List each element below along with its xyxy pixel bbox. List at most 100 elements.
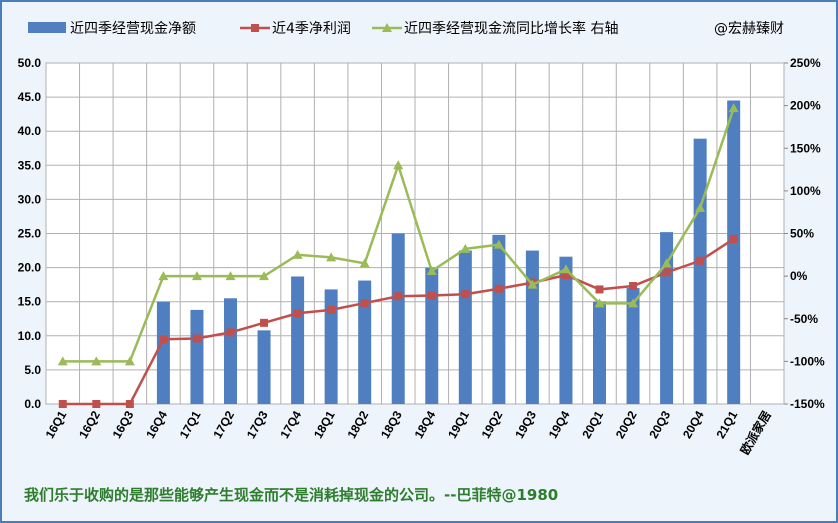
y2-tick-label: 100% [790, 184, 821, 198]
profit-point [293, 309, 302, 318]
x-tick-label: 17Q1 [177, 408, 204, 441]
y2-tick-label: 0% [790, 269, 808, 283]
bar [224, 298, 237, 404]
profit-point [494, 284, 503, 293]
growth-point [695, 202, 706, 212]
y2-tick-label: -100% [790, 354, 825, 368]
x-tick-label: 16Q2 [76, 408, 103, 441]
x-tick-label: 21Q1 [713, 408, 740, 441]
x-tick-label: 19Q4 [546, 408, 573, 441]
profit-point [226, 328, 235, 337]
x-tick-label: 欧派家居 [737, 408, 774, 457]
x-tick-label: 18Q3 [378, 408, 405, 441]
growth-point [359, 258, 370, 268]
y-tick-label: 10.0 [18, 329, 42, 343]
bar [291, 276, 305, 404]
growth-point [594, 298, 605, 308]
growth-point [560, 264, 571, 274]
growth-point [393, 160, 404, 170]
growth-point [493, 239, 504, 249]
growth-point [527, 279, 538, 289]
bar [257, 330, 271, 404]
bar [190, 309, 204, 404]
y2-tick-label: 200% [790, 99, 821, 113]
profit-point [58, 400, 67, 408]
x-tick-label: 16Q1 [43, 408, 70, 441]
bar [593, 301, 606, 404]
growth-point [628, 298, 639, 308]
x-tick-label: 16Q3 [110, 408, 137, 441]
x-tick-label: 20Q4 [680, 408, 707, 441]
x-tick-label: 19Q3 [512, 408, 539, 441]
x-tick-label: 17Q2 [210, 408, 237, 441]
x-tick-label: 20Q2 [613, 408, 640, 441]
bar [156, 301, 170, 404]
bar [358, 280, 372, 404]
bar [727, 100, 741, 404]
bar [525, 250, 539, 404]
growth-point [124, 356, 135, 366]
growth-point [91, 356, 102, 366]
profit-point [696, 256, 705, 265]
growth-point [326, 252, 337, 262]
growth-point [460, 243, 471, 253]
y-tick-label: 15.0 [18, 295, 42, 309]
x-tick-label: 17Q4 [277, 408, 304, 441]
profit-point [192, 334, 201, 343]
growth-point [191, 271, 202, 281]
x-tick-label: 18Q2 [344, 408, 371, 441]
profit-point [260, 318, 269, 327]
y-tick-label: 30.0 [18, 192, 42, 206]
bar [458, 250, 472, 404]
profit-point [729, 234, 738, 243]
x-tick-label: 18Q4 [412, 408, 439, 441]
profit-point [394, 292, 403, 301]
bar [492, 234, 506, 404]
y-tick-label: 20.0 [18, 261, 42, 275]
profit-point [629, 282, 638, 291]
legend-marker-profit [251, 24, 259, 32]
growth-point [259, 271, 270, 281]
y-tick-label: 5.0 [24, 363, 41, 377]
y2-tick-label: 50% [790, 227, 814, 241]
profit-point [461, 290, 470, 299]
growth-point [57, 356, 68, 366]
bar [559, 256, 573, 404]
growth-point [292, 249, 303, 259]
y2-tick-label: -50% [790, 312, 818, 326]
watermark: @宏赫臻财 [714, 21, 784, 37]
profit-point [125, 400, 134, 408]
profit-point [327, 305, 336, 314]
legend-label-profit: 近4季净利润 [272, 21, 351, 37]
profit-point [159, 335, 168, 344]
growth-point [426, 266, 437, 276]
x-tick-label: 18Q1 [311, 408, 338, 441]
y-tick-label: 50.0 [18, 56, 42, 70]
profit-point [595, 285, 604, 294]
bar [626, 288, 640, 404]
y-tick-label: 40.0 [18, 124, 42, 138]
y-tick-label: 45.0 [18, 90, 42, 104]
profit-point [561, 271, 570, 280]
y-tick-label: 0.0 [24, 397, 41, 411]
profit-point [92, 400, 101, 408]
bar [391, 233, 405, 404]
x-tick-label: 19Q1 [445, 408, 472, 441]
bar [324, 289, 338, 404]
growth-point [728, 103, 739, 113]
profit-point [662, 268, 671, 277]
x-tick-label: 16Q4 [143, 408, 170, 441]
x-tick-label: 19Q2 [479, 408, 506, 441]
growth-point [158, 271, 169, 281]
y-tick-label: 25.0 [18, 227, 42, 241]
y2-tick-label: 250% [790, 56, 821, 70]
legend-label-cashflow: 近四季经营现金净额 [70, 21, 196, 37]
footer-quote: 我们乐于收购的是那些能够产生现金而不是消耗掉现金的公司。--巴菲特@1980 [24, 486, 559, 504]
y2-tick-label: -150% [790, 397, 825, 411]
legend: 近四季经营现金净额 近4季净利润 近四季经营现金流同比增长率 右轴 @宏赫臻财 [28, 20, 784, 37]
legend-label-growth: 近四季经营现金流同比增长率 右轴 [404, 20, 618, 37]
bar [425, 267, 439, 404]
profit-point [360, 299, 369, 308]
